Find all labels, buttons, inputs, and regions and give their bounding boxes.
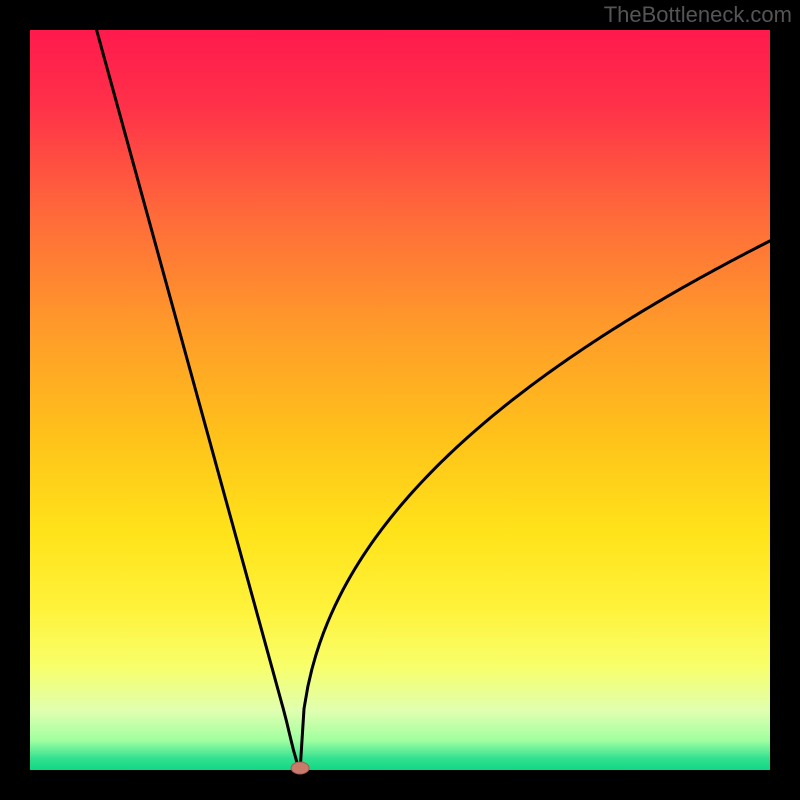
optimum-marker [291, 762, 309, 774]
chart-container: TheBottleneck.com [0, 0, 800, 800]
plot-background [30, 30, 770, 770]
watermark-text: TheBottleneck.com [604, 2, 792, 28]
bottleneck-chart [0, 0, 800, 800]
